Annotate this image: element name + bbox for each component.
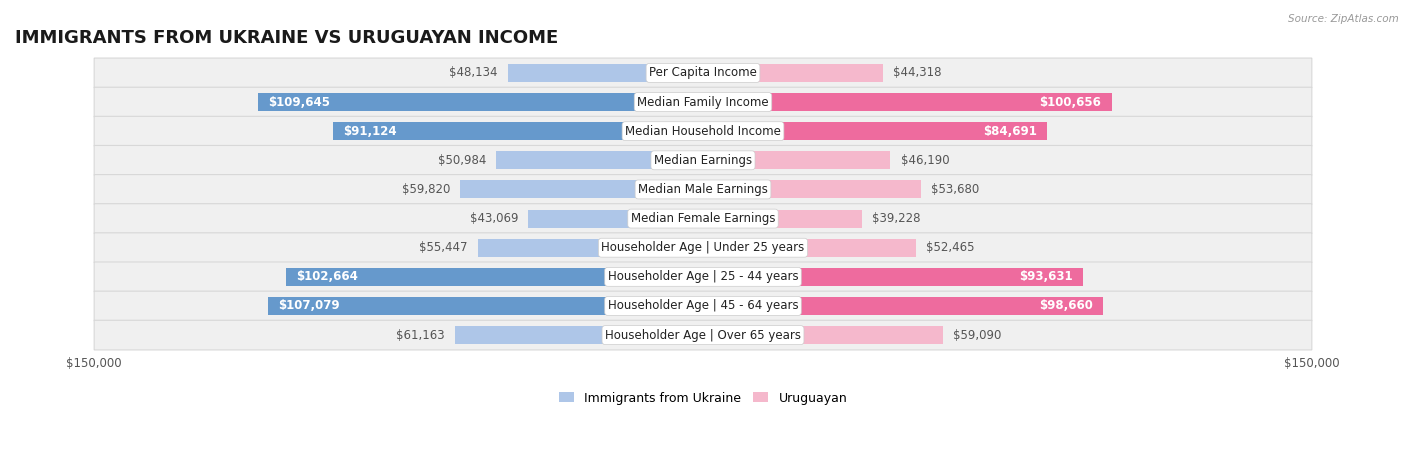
Text: $100,656: $100,656 xyxy=(1039,96,1101,108)
Text: IMMIGRANTS FROM UKRAINE VS URUGUAYAN INCOME: IMMIGRANTS FROM UKRAINE VS URUGUAYAN INC… xyxy=(15,29,558,47)
Bar xyxy=(287,268,703,286)
Bar xyxy=(508,64,703,82)
Bar xyxy=(703,180,921,198)
Text: Householder Age | Under 25 years: Householder Age | Under 25 years xyxy=(602,241,804,254)
Text: $107,079: $107,079 xyxy=(278,299,340,312)
Text: $46,190: $46,190 xyxy=(901,154,949,167)
Text: Householder Age | Over 65 years: Householder Age | Over 65 years xyxy=(605,329,801,341)
Text: $50,984: $50,984 xyxy=(437,154,486,167)
Text: $91,124: $91,124 xyxy=(343,125,396,138)
Bar xyxy=(454,326,703,344)
Bar xyxy=(703,210,862,227)
FancyBboxPatch shape xyxy=(94,116,1312,146)
Text: $102,664: $102,664 xyxy=(297,270,359,283)
Bar xyxy=(257,93,703,111)
FancyBboxPatch shape xyxy=(94,175,1312,204)
Bar xyxy=(496,151,703,170)
Bar xyxy=(460,180,703,198)
Bar xyxy=(703,64,883,82)
FancyBboxPatch shape xyxy=(94,262,1312,292)
Bar xyxy=(529,210,703,227)
Text: Median Male Earnings: Median Male Earnings xyxy=(638,183,768,196)
Text: Median Family Income: Median Family Income xyxy=(637,96,769,108)
Text: $59,820: $59,820 xyxy=(402,183,450,196)
Text: Median Female Earnings: Median Female Earnings xyxy=(631,212,775,225)
Text: Householder Age | 45 - 64 years: Householder Age | 45 - 64 years xyxy=(607,299,799,312)
Text: $52,465: $52,465 xyxy=(927,241,974,254)
Text: $53,680: $53,680 xyxy=(931,183,980,196)
Bar xyxy=(703,239,915,257)
Text: Per Capita Income: Per Capita Income xyxy=(650,66,756,79)
Bar xyxy=(703,151,890,170)
Text: $61,163: $61,163 xyxy=(396,329,444,341)
Bar xyxy=(478,239,703,257)
Text: $93,631: $93,631 xyxy=(1019,270,1073,283)
Text: Source: ZipAtlas.com: Source: ZipAtlas.com xyxy=(1288,14,1399,24)
Bar xyxy=(269,297,703,315)
FancyBboxPatch shape xyxy=(94,145,1312,175)
Bar xyxy=(703,297,1104,315)
FancyBboxPatch shape xyxy=(94,233,1312,262)
Text: $98,660: $98,660 xyxy=(1039,299,1094,312)
Text: $109,645: $109,645 xyxy=(269,96,330,108)
Text: $48,134: $48,134 xyxy=(449,66,498,79)
FancyBboxPatch shape xyxy=(94,58,1312,88)
Bar xyxy=(703,93,1112,111)
FancyBboxPatch shape xyxy=(94,320,1312,350)
Text: Median Earnings: Median Earnings xyxy=(654,154,752,167)
Text: $84,691: $84,691 xyxy=(983,125,1036,138)
Bar xyxy=(703,326,943,344)
Legend: Immigrants from Ukraine, Uruguayan: Immigrants from Ukraine, Uruguayan xyxy=(554,387,852,410)
Text: $55,447: $55,447 xyxy=(419,241,468,254)
Text: $43,069: $43,069 xyxy=(470,212,517,225)
Text: $39,228: $39,228 xyxy=(872,212,921,225)
Text: $59,090: $59,090 xyxy=(953,329,1001,341)
Text: Median Household Income: Median Household Income xyxy=(626,125,780,138)
Bar xyxy=(703,122,1046,140)
FancyBboxPatch shape xyxy=(94,204,1312,234)
Bar xyxy=(703,268,1083,286)
Bar xyxy=(333,122,703,140)
FancyBboxPatch shape xyxy=(94,87,1312,117)
Text: $44,318: $44,318 xyxy=(893,66,942,79)
FancyBboxPatch shape xyxy=(94,291,1312,321)
Text: Householder Age | 25 - 44 years: Householder Age | 25 - 44 years xyxy=(607,270,799,283)
